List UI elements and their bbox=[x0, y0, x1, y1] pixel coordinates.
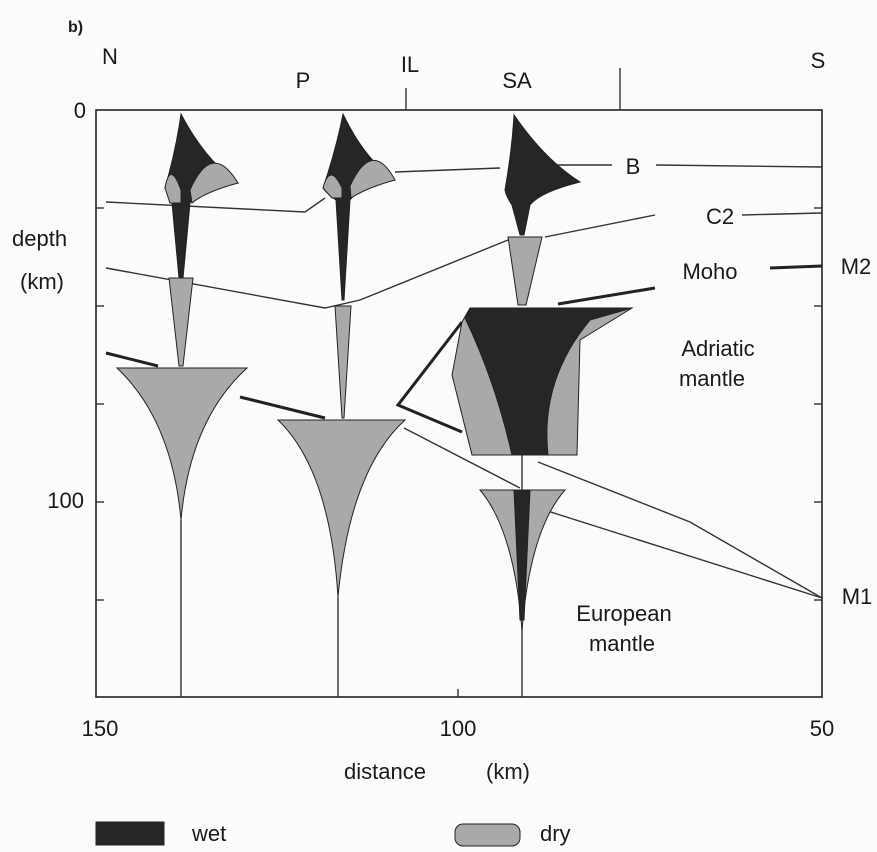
moho-line bbox=[558, 288, 655, 304]
top-label: SA bbox=[502, 68, 532, 93]
annotation: mantle bbox=[589, 631, 655, 656]
top-label: IL bbox=[401, 52, 419, 77]
dry-shape bbox=[169, 278, 193, 366]
annotation: European bbox=[576, 601, 671, 626]
dry-shape bbox=[117, 368, 247, 520]
annotation: mantle bbox=[679, 366, 745, 391]
legend-swatch-dry bbox=[455, 824, 520, 846]
dry-shape bbox=[278, 420, 405, 597]
page: b) N P IL SA S 0 100 depth (km) 150 100 … bbox=[0, 0, 877, 852]
boundary-line bbox=[106, 240, 508, 308]
top-label: N bbox=[102, 44, 118, 69]
boundary-line bbox=[538, 462, 822, 598]
x-axis-label: (km) bbox=[486, 759, 530, 784]
legend-swatch-wet bbox=[96, 822, 164, 845]
legend-label: wet bbox=[191, 821, 226, 846]
boundary-line bbox=[538, 508, 822, 598]
panel-label: b) bbox=[68, 19, 83, 36]
x-tick-label: 100 bbox=[440, 716, 477, 741]
annotation: C2 bbox=[706, 204, 734, 229]
annotation: M2 bbox=[841, 254, 872, 279]
dry-shape bbox=[335, 306, 351, 418]
annotation: M1 bbox=[842, 584, 873, 609]
x-tick-label: 150 bbox=[82, 716, 119, 741]
wet-shape bbox=[505, 115, 580, 235]
annotation: Adriatic bbox=[681, 336, 754, 361]
boundary-line bbox=[106, 198, 325, 212]
boundary-line bbox=[545, 215, 655, 237]
y-tick-label: 0 bbox=[74, 98, 86, 123]
wet-shape bbox=[323, 114, 395, 300]
boundary-line bbox=[240, 397, 325, 418]
y-axis-label: (km) bbox=[20, 269, 64, 294]
figure: b) N P IL SA S 0 100 depth (km) 150 100 … bbox=[0, 0, 877, 852]
m2-line bbox=[770, 266, 822, 268]
boundary-line bbox=[656, 165, 822, 167]
top-label: S bbox=[811, 48, 826, 73]
dry-shape bbox=[508, 237, 542, 305]
annotation: Moho bbox=[682, 259, 737, 284]
boundary-line bbox=[395, 168, 500, 172]
x-axis-label: distance bbox=[344, 759, 426, 784]
x-tick-label: 50 bbox=[810, 716, 834, 741]
legend-label: dry bbox=[540, 821, 571, 846]
boundary-line bbox=[106, 353, 158, 366]
column-2 bbox=[278, 114, 405, 697]
annotation: B bbox=[626, 154, 641, 179]
boundary-line bbox=[742, 213, 822, 215]
y-axis-label: depth bbox=[12, 226, 67, 251]
y-tick-label: 100 bbox=[47, 488, 84, 513]
column-1 bbox=[117, 114, 247, 697]
top-label: P bbox=[296, 68, 311, 93]
